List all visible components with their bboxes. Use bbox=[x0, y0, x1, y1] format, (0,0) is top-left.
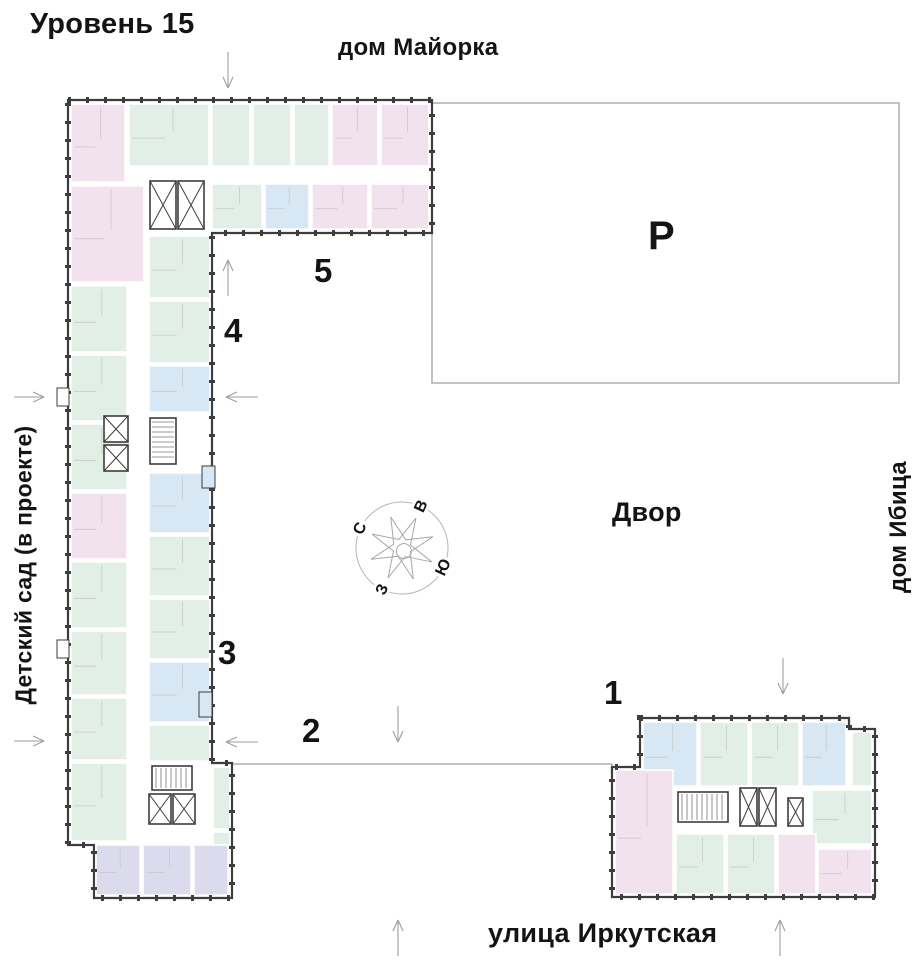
stair-core bbox=[677, 791, 729, 823]
elevator-core bbox=[739, 787, 758, 827]
apartment-cell[interactable] bbox=[211, 183, 263, 230]
direction-arrow-icon bbox=[392, 919, 404, 956]
stair-core bbox=[149, 417, 177, 465]
apartment-cell[interactable] bbox=[699, 721, 749, 787]
apartment-cell[interactable] bbox=[148, 300, 211, 364]
apartment-cell[interactable] bbox=[70, 561, 128, 629]
balcony bbox=[201, 465, 216, 489]
compass-north: С bbox=[350, 519, 370, 537]
label-courtyard: Двор bbox=[612, 497, 682, 527]
balcony bbox=[56, 387, 70, 407]
stylobate-line bbox=[232, 763, 613, 768]
apartment-cell[interactable] bbox=[70, 697, 128, 761]
apartment-cell[interactable] bbox=[148, 235, 211, 299]
apartment-cell[interactable] bbox=[70, 285, 128, 353]
apartment-cell[interactable] bbox=[675, 833, 725, 895]
elevator-core bbox=[149, 180, 177, 230]
apartment-cell[interactable] bbox=[726, 833, 776, 895]
compass-rose: С В Ю З bbox=[347, 494, 458, 600]
apartment-cell[interactable] bbox=[380, 103, 430, 167]
direction-arrow-icon bbox=[14, 735, 45, 747]
label-house-majorka: дом Майорка bbox=[338, 34, 499, 61]
apartment-cell[interactable] bbox=[311, 183, 369, 230]
apartment-cell[interactable] bbox=[811, 789, 873, 845]
apartment-cell[interactable] bbox=[851, 731, 873, 787]
apartment-cell[interactable] bbox=[293, 103, 330, 167]
direction-arrow-icon bbox=[14, 391, 45, 403]
elevator-core bbox=[148, 793, 172, 825]
apartment-cell[interactable] bbox=[193, 844, 229, 896]
balcony bbox=[56, 639, 70, 659]
entrance-number-4[interactable]: 4 bbox=[224, 312, 243, 349]
elevator-core bbox=[758, 787, 777, 827]
apartment-cell[interactable] bbox=[211, 103, 251, 167]
apartment-cell[interactable] bbox=[142, 844, 192, 896]
entrance-number-1[interactable]: 1 bbox=[604, 674, 623, 711]
elevator-core bbox=[172, 793, 196, 825]
direction-arrow-icon bbox=[225, 736, 258, 748]
apartment-cell[interactable] bbox=[148, 365, 211, 413]
label-kindergarten: Детский сад (в проекте) bbox=[10, 425, 37, 705]
entrance-number-2[interactable]: 2 bbox=[302, 712, 321, 749]
balcony bbox=[198, 691, 213, 718]
apartment-cell[interactable] bbox=[777, 833, 817, 895]
elevator-core bbox=[103, 415, 129, 443]
apartment-cell[interactable] bbox=[148, 598, 211, 660]
elevator-core bbox=[787, 797, 804, 827]
direction-arrow-icon bbox=[222, 259, 234, 296]
apartment-cell[interactable] bbox=[370, 183, 430, 230]
apartment-cell[interactable] bbox=[95, 844, 141, 896]
direction-arrow-icon bbox=[777, 658, 789, 695]
apartment-cell[interactable] bbox=[70, 103, 126, 183]
apartment-cell[interactable] bbox=[70, 492, 128, 560]
apartment-cell[interactable] bbox=[817, 848, 873, 895]
label-parking-p: Р bbox=[648, 214, 675, 258]
apartment-cell[interactable] bbox=[70, 630, 128, 696]
elevator-core bbox=[177, 180, 205, 230]
apartment-cell[interactable] bbox=[212, 766, 231, 830]
direction-arrow-icon bbox=[222, 52, 234, 89]
compass-east: В bbox=[411, 497, 431, 515]
page-title: Уровень 15 bbox=[30, 8, 195, 40]
apartment-cell[interactable] bbox=[614, 769, 674, 895]
label-house-ibiza: дом Ибица bbox=[885, 461, 912, 593]
apartment-cell[interactable] bbox=[148, 724, 211, 762]
elevator-core bbox=[103, 444, 129, 472]
window-piers bbox=[609, 715, 878, 900]
entrance-number-5[interactable]: 5 bbox=[314, 252, 333, 289]
apartment-cell[interactable] bbox=[70, 354, 128, 422]
apartment-cell[interactable] bbox=[70, 762, 128, 842]
apartment-cell[interactable] bbox=[148, 535, 211, 597]
apartment-cell[interactable] bbox=[264, 183, 310, 230]
entrance-number-3[interactable]: 3 bbox=[218, 634, 237, 671]
parking-area[interactable] bbox=[431, 102, 900, 384]
apartment-cell[interactable] bbox=[148, 472, 211, 534]
apartment-cell[interactable] bbox=[331, 103, 379, 167]
direction-arrow-icon bbox=[225, 391, 258, 403]
compass-west: З bbox=[373, 582, 393, 598]
apartment-cell[interactable] bbox=[252, 103, 292, 167]
window-piers bbox=[65, 97, 435, 901]
stair-core bbox=[151, 765, 193, 791]
apartment-cell[interactable] bbox=[128, 103, 210, 167]
direction-arrow-icon bbox=[392, 706, 404, 743]
label-street: улица Иркутская bbox=[488, 918, 718, 948]
direction-arrow-icon bbox=[774, 919, 786, 956]
compass-south: Ю bbox=[432, 556, 454, 578]
apartment-cell[interactable] bbox=[750, 721, 800, 787]
apartment-cell[interactable] bbox=[70, 185, 145, 283]
apartment-cell[interactable] bbox=[801, 721, 847, 787]
